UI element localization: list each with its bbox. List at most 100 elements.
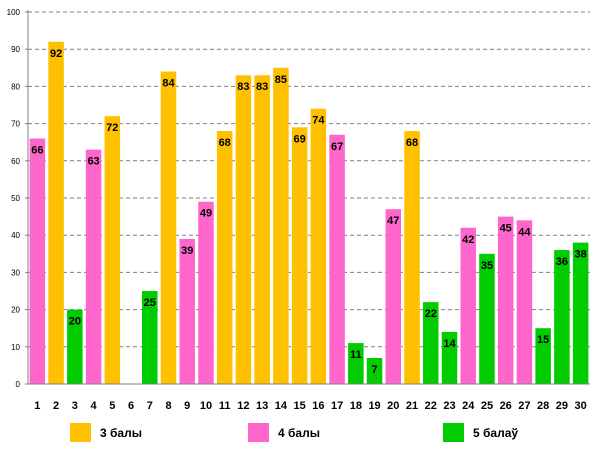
bar (310, 108, 327, 384)
x-tick-label: 17 (331, 400, 343, 412)
data-label: 11 (350, 349, 362, 361)
data-label: 67 (331, 141, 343, 153)
y-tick-label: 40 (11, 231, 20, 240)
bar (497, 216, 514, 384)
bar (142, 291, 158, 384)
data-label: 85 (275, 74, 287, 86)
data-label: 84 (162, 78, 175, 90)
data-label: 66 (31, 144, 43, 156)
x-tick-label: 16 (312, 400, 324, 412)
data-label: 42 (462, 234, 474, 246)
legend-swatch (443, 423, 464, 442)
bars (29, 41, 589, 385)
data-label: 72 (106, 122, 118, 134)
bar (67, 309, 83, 384)
data-label: 49 (200, 208, 212, 220)
legend-item: 4 балы (248, 423, 320, 442)
bar (572, 242, 589, 384)
bar (291, 127, 308, 384)
bar (216, 131, 233, 384)
bar (48, 41, 64, 384)
bar (441, 331, 458, 384)
y-tick-label: 50 (11, 194, 20, 203)
y-axis-ticks: 0 10 20 30 40 50 60 70 80 90 100 (7, 8, 28, 389)
data-label: 15 (537, 334, 549, 346)
bar (85, 149, 102, 384)
x-tick-label: 30 (575, 400, 587, 412)
bar (554, 250, 570, 384)
x-tick-label: 5 (109, 400, 115, 412)
bar (198, 201, 214, 384)
bar (535, 328, 551, 384)
x-tick-label: 12 (237, 400, 249, 412)
x-tick-label: 18 (350, 400, 362, 412)
legend-item: 5 балаў (443, 423, 518, 442)
bar (179, 238, 195, 384)
data-label: 92 (50, 48, 62, 60)
data-label: 22 (425, 308, 437, 320)
bar (254, 75, 270, 385)
x-tick-label: 8 (165, 400, 171, 412)
bar (235, 75, 252, 385)
x-tick-label: 6 (128, 400, 134, 412)
data-label: 44 (518, 226, 531, 238)
bar (516, 220, 533, 384)
data-label: 68 (219, 137, 231, 149)
x-tick-label: 23 (443, 400, 455, 412)
data-label: 39 (181, 245, 193, 257)
y-tick-label: 100 (7, 8, 21, 17)
data-label: 38 (575, 249, 587, 261)
data-label: 45 (500, 223, 512, 235)
x-tick-label: 3 (72, 400, 78, 412)
x-tick-label: 25 (481, 400, 493, 412)
legend-label: 3 балы (100, 426, 142, 440)
data-labels: 66 92 20 63 72 25 84 39 49 68 83 83 85 69 74 67 11 7 47 68 2… (31, 48, 587, 376)
bar (385, 209, 402, 384)
data-label: 14 (443, 338, 456, 350)
x-tick-label: 11 (219, 400, 231, 412)
x-tick-label: 21 (406, 400, 418, 412)
y-tick-label: 10 (11, 343, 20, 352)
legend-label: 5 балаў (473, 426, 518, 440)
x-tick-label: 4 (91, 400, 98, 412)
legend-item: 3 балы (70, 423, 142, 442)
x-tick-label: 15 (294, 400, 306, 412)
bar (479, 253, 495, 384)
x-tick-label: 2 (53, 400, 59, 412)
x-tick-label: 10 (200, 400, 212, 412)
bar (366, 357, 383, 384)
bar (160, 71, 177, 385)
x-tick-label: 19 (368, 400, 380, 412)
x-tick-label: 28 (537, 400, 549, 412)
legend-swatch (70, 423, 91, 442)
data-label: 47 (387, 215, 399, 227)
y-tick-label: 60 (11, 157, 20, 166)
y-tick-label: 80 (11, 82, 20, 91)
x-tick-label: 20 (387, 400, 399, 412)
data-label: 35 (481, 260, 493, 272)
bar (273, 67, 289, 385)
x-tick-label: 22 (425, 400, 437, 412)
x-axis-ticks: 1 2 3 4 5 6 7 8 9 10 11 12 13 14 15 16 17 18 19 20 21 22 23 24 2… (34, 400, 586, 412)
x-tick-label: 14 (275, 400, 288, 412)
bar (104, 116, 121, 384)
y-tick-label: 20 (11, 306, 20, 315)
y-tick-label: 30 (11, 268, 20, 277)
x-tick-label: 27 (518, 400, 530, 412)
y-tick-label: 0 (16, 380, 21, 389)
x-tick-label: 13 (256, 400, 268, 412)
y-tick-label: 90 (11, 45, 20, 54)
data-label: 68 (406, 137, 418, 149)
data-label: 36 (556, 256, 568, 268)
bar (29, 138, 46, 384)
x-tick-label: 29 (556, 400, 568, 412)
data-label: 7 (372, 364, 378, 376)
data-label: 20 (69, 316, 81, 328)
legend: 3 балы 4 балы 5 балаў (70, 423, 518, 442)
data-label: 74 (312, 115, 325, 127)
x-tick-label: 1 (34, 400, 40, 412)
x-tick-label: 7 (147, 400, 153, 412)
data-label: 83 (256, 81, 268, 93)
